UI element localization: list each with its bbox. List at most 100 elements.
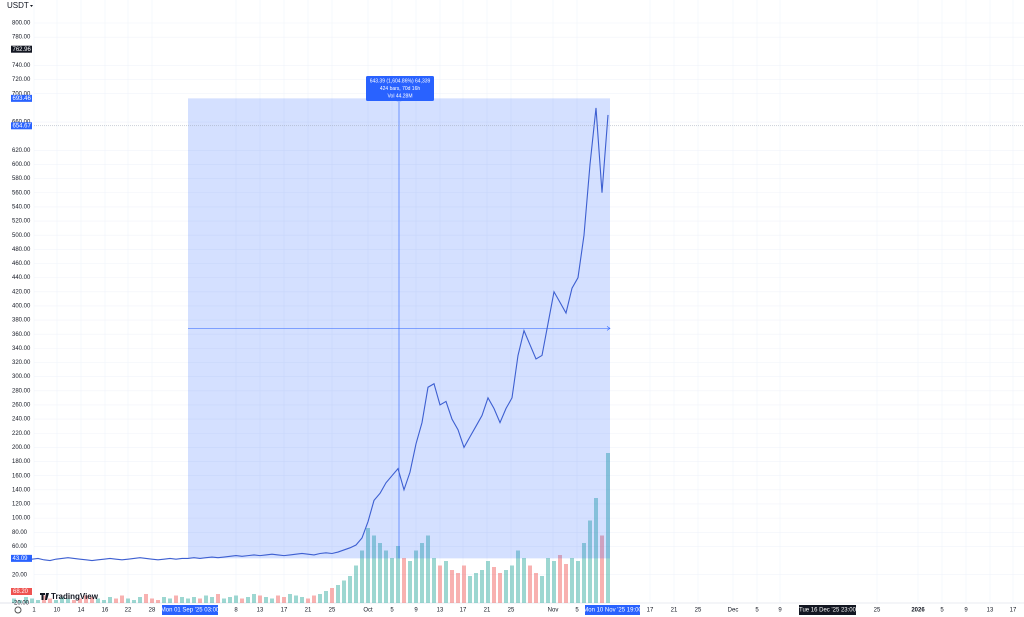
price-label: 762.96 — [13, 47, 32, 53]
volume-bar — [486, 561, 490, 603]
x-tick-label: 28 — [149, 608, 156, 614]
volume-bar — [564, 564, 568, 603]
volume-bar — [42, 595, 46, 603]
price-line — [13, 107, 1024, 562]
x-tick-label: 5 — [390, 608, 394, 614]
volume-bar — [552, 561, 556, 603]
x-tick-label: 5 — [575, 608, 579, 614]
volume-bar — [396, 546, 400, 603]
measure-arrow — [606, 326, 611, 331]
volume-bar — [390, 558, 394, 603]
volume-bar — [102, 600, 106, 603]
x-tick-label: 13 — [987, 608, 994, 614]
x-tick-label: 9 — [414, 608, 418, 614]
volume-bar — [378, 543, 382, 603]
volume-bar — [240, 598, 244, 603]
volume-bar — [66, 598, 70, 603]
price-label: 693.46 — [13, 96, 32, 102]
volume-bar — [330, 588, 334, 603]
brand-logo — [40, 593, 49, 600]
x-tick-label: 17 — [647, 608, 654, 614]
volume-bar — [576, 561, 580, 603]
y-tick-label: 400.00 — [12, 304, 31, 310]
x-tick-label: 1 — [32, 608, 36, 614]
volume-bar — [438, 565, 442, 603]
volume-bar — [570, 558, 574, 603]
volume-bar — [84, 595, 88, 603]
price-label-bg — [11, 45, 32, 53]
y-tick-label: 60.00 — [12, 544, 28, 550]
x-tick-label: 17 — [281, 608, 288, 614]
volume-bar — [18, 600, 22, 603]
volume-bar — [444, 561, 448, 603]
volume-bar — [78, 598, 82, 603]
volume-bar — [582, 543, 586, 603]
volume-bar — [588, 520, 592, 603]
time-label-bg — [585, 605, 640, 615]
settings-icon[interactable] — [14, 606, 22, 614]
y-tick-label: 20.00 — [12, 572, 28, 578]
volume-bar — [474, 573, 478, 603]
volume-bar — [546, 558, 550, 603]
volume-bar — [342, 580, 346, 603]
y-tick-label: 280.00 — [12, 388, 31, 394]
volume-bar — [210, 597, 214, 603]
volume-bar — [348, 576, 352, 603]
volume-bar — [282, 597, 286, 603]
x-tick-label: 21 — [305, 608, 312, 614]
y-tick-label: 700.00 — [12, 91, 31, 97]
x-tick-label: 25 — [329, 608, 336, 614]
y-tick-label: 120.00 — [12, 502, 31, 508]
x-tick-label: 16 — [102, 608, 109, 614]
volume-bar — [264, 597, 268, 603]
volume-bar — [456, 573, 460, 603]
volume-bar — [312, 595, 316, 603]
volume-bar — [294, 595, 298, 603]
volume-bar — [600, 535, 604, 603]
volume-bar — [126, 598, 130, 603]
y-tick-label: 340.00 — [12, 346, 31, 352]
volume-bar — [174, 595, 178, 603]
volume-bar — [144, 594, 148, 603]
volume-bar — [510, 565, 514, 603]
x-tick-label: 13 — [257, 608, 264, 614]
volume-bar — [594, 498, 598, 603]
volume-bar — [366, 528, 370, 603]
x-tick-label: 5 — [755, 608, 759, 614]
x-tick-label: 17 — [460, 608, 467, 614]
y-tick-label: 200.00 — [12, 445, 31, 451]
y-tick-label: 600.00 — [12, 162, 31, 168]
brand: TradingView — [40, 592, 99, 601]
x-tick-label: 10 — [54, 608, 61, 614]
x-tick-label: 25 — [695, 608, 702, 614]
measure-text: Vol 44.28M — [387, 93, 412, 99]
volume-bar — [336, 585, 340, 603]
currency[interactable]: USDT — [7, 1, 29, 10]
x-tick-label: Dec — [728, 608, 739, 614]
volume-bar — [372, 535, 376, 603]
volume-bar — [522, 558, 526, 603]
volume-bar — [168, 598, 172, 603]
volume-bar — [222, 598, 226, 603]
x-tick-label: 25 — [508, 608, 515, 614]
price-label: 654.67 — [13, 123, 32, 129]
volume-bar — [516, 550, 520, 603]
volume-bar — [498, 573, 502, 603]
volume-bar — [36, 600, 40, 603]
volume-label-bg — [11, 588, 32, 595]
time-label: Tue 16 Dec '25 23:00 — [799, 608, 857, 614]
volume-bar — [138, 597, 142, 603]
measure: 643.39 (1,604.86%) 64,339 424 bars, 70d 1… — [188, 76, 611, 559]
volume-bar — [426, 535, 430, 603]
volume-bar — [60, 597, 64, 603]
volume-bar — [288, 594, 292, 603]
volume-bar — [108, 597, 112, 603]
volume-bar — [234, 595, 238, 603]
y-tick-label: 380.00 — [12, 318, 31, 324]
measure-tooltip — [366, 76, 434, 101]
y-tick-label: -20.00 — [12, 601, 30, 607]
volume-bar — [156, 600, 160, 603]
x-tick-label: 8 — [234, 608, 238, 614]
price-label-bg — [11, 122, 32, 130]
